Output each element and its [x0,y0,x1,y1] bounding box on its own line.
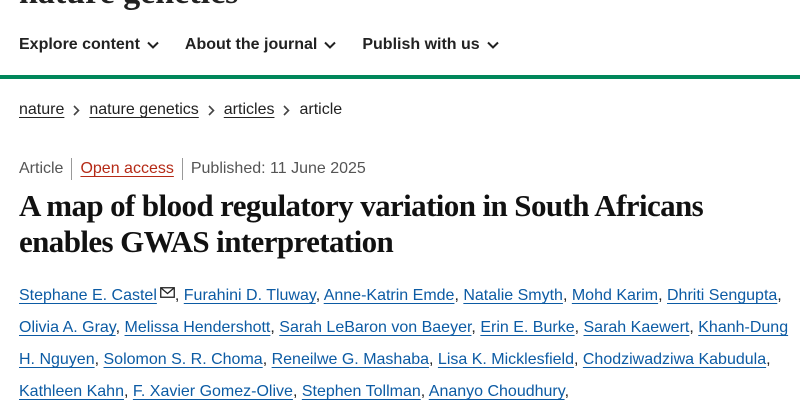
author-separator: , [420,383,426,400]
author-link[interactable]: Anne-Katrin Emde [323,287,455,304]
separator [181,158,183,180]
breadcrumb-arrow [283,104,291,116]
author-link[interactable]: Olivia A. Gray [19,319,116,336]
breadcrumb-link[interactable]: nature [19,101,65,118]
open-access-link[interactable]: Open access [80,160,174,177]
article-title: A map of blood regulatory variation in S… [19,188,704,259]
author-separator: , [562,287,568,304]
author-separator: , [292,383,298,400]
chevron-icon [486,41,499,49]
nav-rule [0,75,800,79]
author-link[interactable]: F. Xavier Gomez-Olive [132,383,293,400]
author-link[interactable]: Kathleen Kahn [19,383,124,400]
author-separator: , [777,287,782,304]
author-separator: , [123,383,129,400]
author-link[interactable]: Solomon S. R. Choma [103,351,263,368]
article-type: Article [19,160,64,177]
author-list: Stephane E. Castel, Furahini D. Tluway, … [19,280,800,408]
main-nav: Explore content About the journal Publish … [19,36,499,54]
author-link[interactable]: Reneilwe G. Mashaba [271,351,430,368]
author-separator: , [766,351,771,368]
author-link[interactable]: Sarah Kaewert [583,319,690,336]
nav-item[interactable]: About the journal [184,36,337,54]
author-separator: , [689,319,694,336]
author-separator: , [270,319,275,336]
article-meta: Article Open access Published: 11 June 2… [19,158,366,180]
logo[interactable]: nature genetics [19,0,238,12]
nav-item[interactable]: Explore content [19,36,159,54]
author-separator: , [174,287,180,304]
author-separator: , [94,351,100,368]
separator [71,158,73,180]
author-separator: , [454,287,459,304]
chevron-icon [147,41,159,49]
breadcrumb-link[interactable]: nature genetics [89,101,199,118]
author-link[interactable]: Stephen Tollman [301,383,421,400]
author-link[interactable]: Khanh-Dung H. Nguyen [19,319,789,368]
breadcrumb-arrow [208,104,215,116]
author-link[interactable]: Natalie Smyth [463,287,563,304]
nav-label: Publish with us [362,36,480,53]
author-separator: , [573,351,579,368]
author-link[interactable]: Chodziwadziwa Kabudula [582,351,767,368]
chevron-icon [324,41,337,49]
author-separator: , [429,351,434,368]
nav-label: Explore content [19,36,140,53]
author-link[interactable]: Lisa K. Micklesfield [437,351,574,368]
published-date: Published: 11 June 2025 [190,160,366,177]
author-link[interactable]: Stephane E. Castel [19,287,157,304]
breadcrumb: nature nature genetics articles article [19,101,342,119]
author-separator: , [315,287,321,304]
breadcrumb-link[interactable]: articles [223,101,275,118]
nav-label: About the journal [184,36,318,53]
author-link[interactable]: Furahini D. Tluway [183,287,316,304]
breadcrumb-current: article [299,101,343,118]
email-icon[interactable] [159,287,175,298]
author-link[interactable]: Sarah LeBaron von Baeyer [279,319,472,336]
author-separator: , [262,351,268,368]
author-link[interactable]: Dhriti Sengupta [667,287,778,304]
author-link[interactable]: Mohd Karim [571,287,659,304]
author-link[interactable]: Erin E. Burke [480,319,575,336]
author-separator: , [564,383,570,400]
author-link[interactable]: Ananyo Choudhury [428,383,565,400]
nav-item[interactable]: Publish with us [362,36,499,54]
author-separator: , [471,319,476,336]
author-link[interactable]: Melissa Hendershott [124,319,271,336]
breadcrumb-arrow [73,104,81,116]
author-separator: , [658,287,663,304]
author-separator: , [115,319,121,336]
author-separator: , [574,319,580,336]
